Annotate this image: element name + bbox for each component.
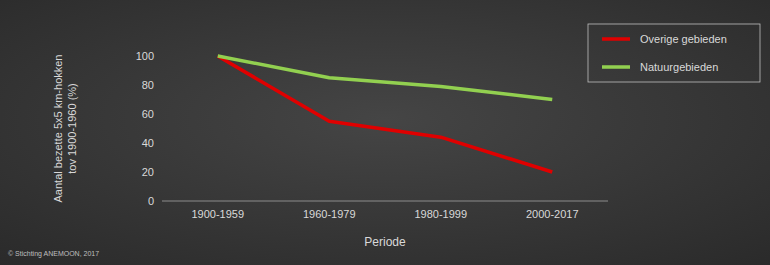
y-axis-title: tov 1900-1960 (%) [66,83,78,174]
chart-root: 0 20 40 60 80 100 1900-1959 1960-1979 1980-1999 2… [0,0,770,265]
y-tick-label: 0 [148,195,154,207]
y-tick [159,143,162,144]
y-tick-label: 20 [142,166,154,178]
y-tick-label: 80 [142,79,154,91]
legend-box [588,24,760,82]
y-tick-label: 60 [142,108,154,120]
legend-label: Natuurgebieden [640,61,718,73]
x-axis [162,201,608,202]
y-tick [159,201,162,202]
y-tick [159,85,162,86]
y-tick-label: 100 [136,50,154,62]
legend-label: Overige gebieden [640,33,727,45]
legend-swatch [602,65,630,69]
chart-svg: 0 20 40 60 80 100 1900-1959 1960-1979 1980-1999 2… [0,0,770,265]
series-line [218,56,553,100]
background [0,0,770,265]
y-axis-title: Aantal bezette 5x5 km-hokken [52,55,64,203]
y-tick [159,172,162,173]
x-tick-label: 1960-1979 [303,208,356,220]
x-axis-title: Periode [364,235,406,249]
x-tick-label: 1980-1999 [414,208,467,220]
x-tick-label: 2000-2017 [526,208,579,220]
x-tick-label: 1900-1959 [191,208,244,220]
series-line [218,56,553,172]
source: © Stichting ANEMOON, 2017 [8,250,99,258]
legend-swatch [602,37,630,41]
y-tick [159,56,162,57]
plot-area [218,56,553,172]
y-tick-label: 40 [142,137,154,149]
y-tick [159,114,162,115]
